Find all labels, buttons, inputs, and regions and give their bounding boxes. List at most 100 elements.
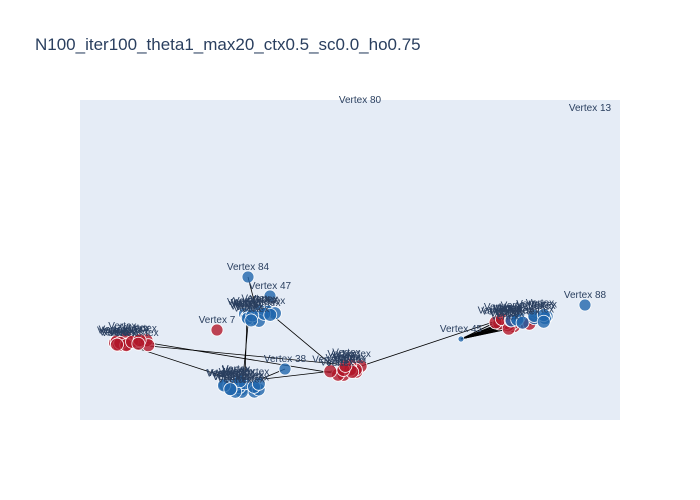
vertex-label: Vertex <box>343 349 371 360</box>
vertex-label: Vertex 84 <box>227 262 270 273</box>
vertex-point <box>223 382 238 397</box>
vertex-label: Vertex 80 <box>339 95 382 106</box>
vertex-label: Vertex <box>338 355 366 366</box>
vertex-point <box>131 336 146 351</box>
vertex-label: Vertex <box>489 306 517 317</box>
vertex-point <box>278 362 292 376</box>
vertex-label: Vertex 13 <box>569 103 612 114</box>
vertex-point <box>457 335 465 343</box>
vertex-label: Vertex <box>222 365 250 376</box>
vertex-point <box>338 358 353 373</box>
vertex-label: Vertex <box>227 366 255 377</box>
vertex-label: Vertex <box>516 299 544 310</box>
vertex-label: Vertex <box>327 349 355 360</box>
vertex-label: Vertex 88 <box>564 290 607 301</box>
vertex-label: Vertex <box>241 293 269 304</box>
vertex-label: Vertex <box>257 296 285 307</box>
vertex-label: Vertex <box>478 305 506 316</box>
vertex-label: Vertex <box>526 305 554 316</box>
vertex-label: Vertex <box>99 325 127 336</box>
vertex-point <box>210 323 224 337</box>
vertex-label: Vertex <box>233 296 261 307</box>
vertex-label: Vertex <box>250 294 278 305</box>
vertex-label: Vertex 7 <box>199 315 236 326</box>
vertex-point <box>241 270 255 284</box>
vertex-label: Vertex <box>529 299 557 310</box>
vertex-label: Vertex <box>207 368 235 379</box>
node-layer <box>108 270 592 399</box>
edge <box>267 311 344 376</box>
vertex-label: Vertex <box>211 368 239 379</box>
vertex-point <box>578 298 592 312</box>
vertex-label: Vertex <box>211 369 239 380</box>
vertex-label: Vertex <box>320 358 348 369</box>
vertex-label: Vertex <box>252 298 280 309</box>
vertex-label: Vertex <box>217 375 245 386</box>
vertex-label: Vertex <box>230 298 258 309</box>
vertex-label: Vertex <box>481 306 509 317</box>
vertex-label: Vertex <box>233 303 261 314</box>
vertex-label: Vertex <box>99 328 127 339</box>
vertex-point <box>233 374 247 389</box>
vertex-point <box>263 289 277 303</box>
vertex-point <box>251 376 266 391</box>
vertex-label: Vertex <box>114 325 142 336</box>
vertex-label: Vertex <box>312 354 340 365</box>
vertex-label: Vertex <box>236 370 264 381</box>
vertex-label: Vertex <box>338 353 366 364</box>
vertex-label: Vertex <box>499 303 527 314</box>
vertex-point <box>110 337 124 352</box>
vertex-label: Vertex <box>231 298 259 309</box>
vertex-label: Vertex <box>332 348 360 359</box>
vertex-label: Vertex <box>250 295 278 306</box>
vertex-label: Vertex <box>223 367 251 378</box>
vertex-label: Vertex <box>511 307 539 318</box>
vertex-point <box>244 313 259 328</box>
vertex-label: Vertex <box>332 352 360 363</box>
edge <box>350 318 503 370</box>
vertex-label: Vertex <box>206 368 234 379</box>
vertex-label: Vertex <box>491 312 519 323</box>
vertex-label: Vertex <box>241 372 269 383</box>
vertex-label: Vertex <box>219 367 247 378</box>
vertex-label: Vertex <box>495 304 523 315</box>
vertex-label: Vertex <box>517 301 545 312</box>
vertex-label: Vertex <box>505 306 533 317</box>
edge <box>244 316 248 384</box>
vertex-label: Vertex <box>505 306 533 317</box>
vertex-label: Vertex <box>494 307 522 318</box>
vertex-point <box>536 314 551 329</box>
vertex-label: Vertex <box>246 297 274 308</box>
vertex-label: Vertex <box>221 370 249 381</box>
vertex-label: Vertex <box>119 324 147 335</box>
vertex-label: Vertex <box>222 364 250 375</box>
vertex-label: Vertex <box>227 297 255 308</box>
vertex-label: Vertex <box>120 327 148 338</box>
vertex-label: Vertex <box>235 371 263 382</box>
vertex-label: Vertex <box>212 372 240 383</box>
vertex-label: Vertex <box>325 353 353 364</box>
vertex-label: Vertex <box>234 298 262 309</box>
chart-title: N100_iter100_theta1_max20_ctx0.5_sc0.0_h… <box>35 35 421 54</box>
vertex-label: Vertex <box>236 375 264 386</box>
vertex-point <box>263 307 278 322</box>
vertex-label: Vertex 45 <box>440 324 483 335</box>
vertex-label: Vertex 47 <box>249 281 292 292</box>
vertex-label: Vertex <box>230 301 258 312</box>
vertex-label: Vertex <box>129 323 157 334</box>
vertex-label: Vertex <box>235 302 263 313</box>
vertex-label: Vertex <box>213 372 241 383</box>
vertex-label: Vertex <box>496 309 524 320</box>
vertex-label: Vertex <box>108 321 136 332</box>
vertex-label: Vertex 38 <box>264 354 307 365</box>
vertex-label: Vertex <box>527 301 555 312</box>
vertex-label: Vertex <box>484 302 512 313</box>
vertex-point <box>515 315 530 330</box>
vertex-label: Vertex <box>494 303 522 314</box>
vertex-label: Vertex <box>130 328 158 339</box>
vertex-label: Vertex <box>109 327 137 338</box>
vertex-label: Vertex <box>334 355 362 366</box>
vertex-label: Vertex <box>241 304 269 315</box>
